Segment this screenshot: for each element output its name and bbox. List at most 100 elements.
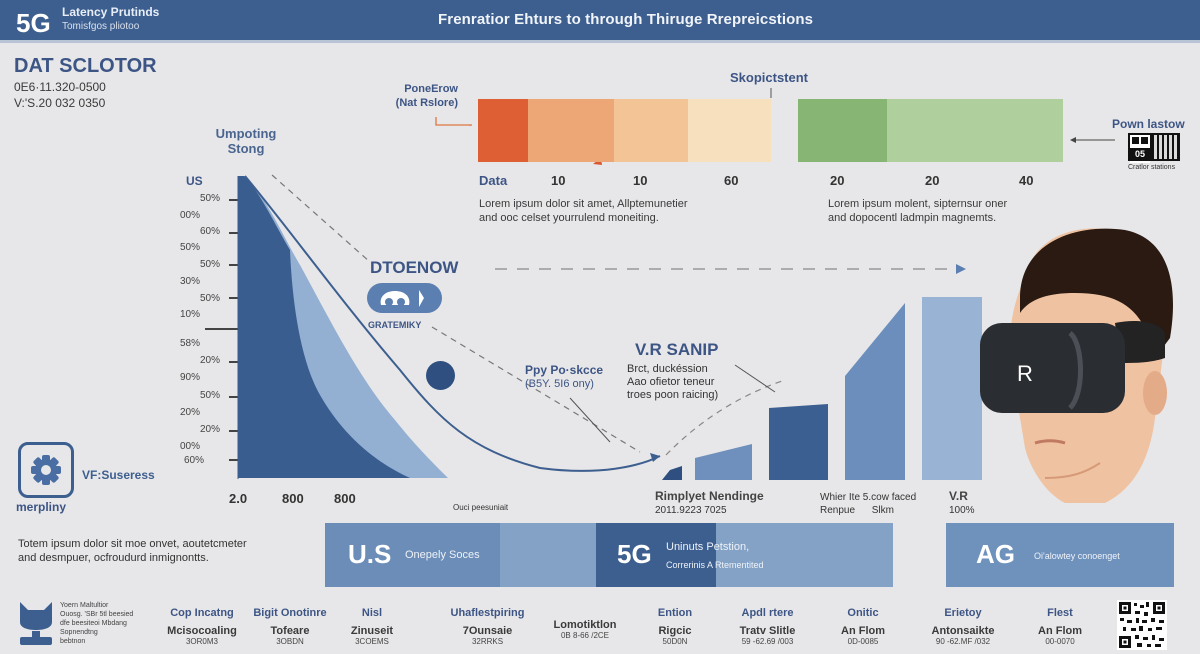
gear-description: Totem ipsum dolor sit moe onvet, aoutetc… <box>18 537 247 565</box>
footer-col-head: Onitic <box>847 607 879 619</box>
y-label: 50% <box>180 242 201 253</box>
footer-column: Flest An Flom 00-0070 <box>1025 607 1095 646</box>
y-label: 00% <box>180 441 201 452</box>
settings-box[interactable] <box>18 442 74 498</box>
footer-col-main: Mcisocoaling <box>167 625 237 637</box>
orange-segmented-bar <box>478 99 771 162</box>
qr-code-icon: 05 <box>1128 133 1180 163</box>
y-label: 60% <box>184 455 205 466</box>
green-bar-label: 20 <box>830 173 845 188</box>
footer-col-head: Ention <box>657 607 693 619</box>
y-tick <box>229 199 238 201</box>
footer-col-main: An Flom <box>1038 625 1082 637</box>
section-title: DAT SCLOTOR <box>14 55 157 77</box>
vr-sanip-title: V.R SANIP <box>635 340 719 359</box>
green-segmented-bar <box>798 99 1063 162</box>
footer-col-head: Erietoy <box>944 607 982 619</box>
dtoenow-title: DTOENOW <box>370 258 459 277</box>
gear-desc-line: Totem ipsum dolor sit moe onvet, aoutetc… <box>18 538 247 550</box>
orange-bar-desc-2: and ooc celset yourrulend moneiting. <box>479 212 659 224</box>
mid-callout: Skopictstent <box>730 70 809 85</box>
bar-caption-title: V.R <box>949 489 968 503</box>
y-tick <box>229 396 238 398</box>
footer-qr-code-icon[interactable] <box>1117 600 1167 650</box>
orange-bar-label: 10 <box>633 173 648 188</box>
footer-column: Ention Rigcic 50D0N <box>640 607 710 646</box>
header-logo: 5G <box>16 8 51 38</box>
qr-callout-caption: Cratlor stations <box>1128 164 1176 171</box>
gear-label: VF:Suseress <box>82 468 155 482</box>
qr-text: 05 <box>1130 148 1150 161</box>
headset-label: R <box>1017 361 1033 386</box>
x-label: 2.0 <box>229 491 248 506</box>
bar-caption-sub: 2011.9223 7025 <box>655 505 727 516</box>
footer-column: Uhaflestpiring 7Ounsaie 32RRKS <box>440 607 535 646</box>
footer-col-head: Flest <box>1047 607 1073 619</box>
green-bar-desc-1: Lorem ipsum molent, sipternsur oner <box>828 198 1008 210</box>
banner-5g-small-1: Uninuts Petstion, <box>666 541 750 553</box>
footer-col-main: 7Ounsaie <box>462 625 513 637</box>
header-subtitle-1: Latency Prutinds <box>62 5 160 19</box>
header-bar <box>0 0 1200 43</box>
footer-col-sub: 3OBDN <box>276 637 304 646</box>
vr-headset-person-illustration: R <box>980 228 1173 504</box>
footer-col-main: Lomotiktlon <box>553 619 617 631</box>
footer-col-head: Bigit Onotinre <box>253 607 327 619</box>
banner-ag-big: AG <box>976 539 1015 569</box>
gear-icon <box>31 455 61 485</box>
y-tick <box>205 328 238 330</box>
footer-col-sub: 0D-0085 <box>847 637 879 646</box>
section-code-2: V:'S.20 032 0350 <box>14 96 106 110</box>
section-code-1: 0E6·11.320-0500 <box>14 80 106 94</box>
banner-us-big: U.S <box>348 539 392 569</box>
y-label: 20% <box>200 355 221 366</box>
y-tick <box>229 232 238 234</box>
green-bar-label: 40 <box>1019 173 1034 188</box>
y-tick <box>229 430 238 432</box>
bar-2 <box>695 444 752 480</box>
footer-col-main: An Flom <box>841 625 885 637</box>
y-label: 58% <box>180 338 201 349</box>
banner-5g-big: 5G <box>617 539 652 569</box>
banner-strip <box>325 523 893 587</box>
y-tick <box>229 264 238 266</box>
footer-col-sub: 32RRKS <box>471 637 504 646</box>
orange-segment-1 <box>478 99 528 162</box>
vr-desc-line: Aao ofietor teneur <box>627 376 715 388</box>
y-label: 50% <box>200 293 221 304</box>
footer-intro-line: Sopnendtng <box>60 629 98 636</box>
footer-col-sub: 59 -62.69 /003 <box>741 637 794 646</box>
ppy-sub: (B5Y. 5I6 ony) <box>525 378 594 390</box>
footer-column: Cop Incatng Mcisocoaling 3OR0M3 <box>162 607 242 646</box>
orange-bar-callout-2: (Nat Rslore) <box>395 97 458 109</box>
y-label: 50% <box>200 193 221 204</box>
footer-intro-line: dfe beesiteoi Mbdang <box>60 620 127 627</box>
area-chart-title: Umpoting Stong <box>215 126 277 156</box>
orange-segment-2 <box>528 99 614 162</box>
y-label: 20% <box>180 407 201 418</box>
footer-col-sub: 0B 8-66 /2CE <box>560 631 610 640</box>
y-label: 50% <box>200 390 221 401</box>
footer-col-sub: 3OR0M3 <box>185 637 218 646</box>
y-tick <box>229 297 238 299</box>
vr-desc-line: Brct, duckéssion <box>627 363 708 375</box>
dtoenow-caption: GRATEMIKY <box>368 320 422 330</box>
vr-goggles-icon <box>380 290 424 307</box>
footer-col-head: Nisl <box>361 607 383 619</box>
bar-1 <box>662 466 682 480</box>
y-axis-top-label: US <box>186 174 203 188</box>
green-segment-1 <box>798 99 887 162</box>
y-label: 10% <box>180 309 201 320</box>
footer-col-main: Antonsaikte <box>931 625 995 637</box>
footer-col-main: Tofeare <box>270 625 310 637</box>
bar-caption-title: Rimplyet Nendinge <box>655 489 764 503</box>
mascot-icon <box>20 602 52 645</box>
green-bar-desc-2: and dopocentl ladmpin magnemts. <box>828 212 997 224</box>
y-label: 60% <box>200 226 221 237</box>
footer-column: Onitic An Flom 0D-0085 <box>828 607 898 646</box>
green-bar-label: 20 <box>925 173 940 188</box>
footer-col-sub: 00-0070 <box>1045 637 1075 646</box>
header-title: Frenratior Ehturs to through Thiruge Rre… <box>438 11 814 28</box>
footer-intro-line: bebtnon <box>60 638 86 645</box>
